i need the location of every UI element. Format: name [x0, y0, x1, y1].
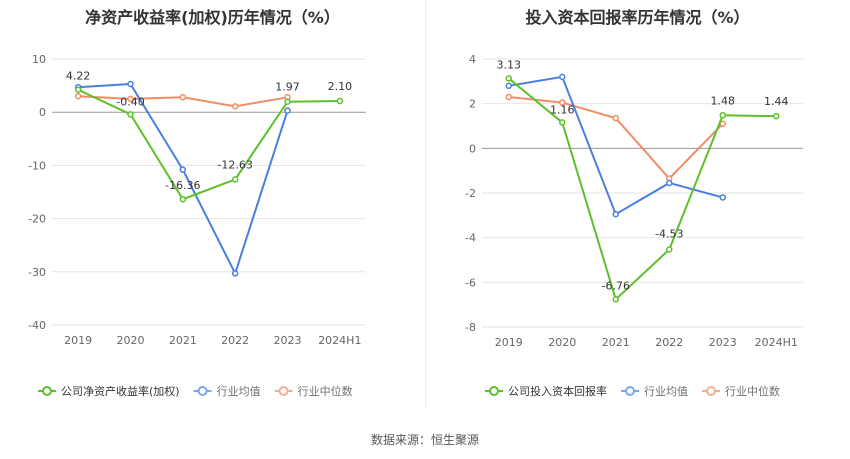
x-tick-label: 2021: [169, 334, 197, 347]
data-point-company: [612, 296, 619, 303]
data-point-company: [231, 176, 239, 183]
legend-marker: [197, 386, 208, 396]
y-tick-label: 0: [469, 142, 476, 155]
data-point-company: [559, 119, 566, 126]
data-label: 3.13: [497, 58, 522, 71]
legend-marker: [489, 386, 499, 396]
chart-title: 投入资本回报率历年情况（%）: [525, 8, 750, 27]
legend-label: 行业中位数: [725, 384, 780, 398]
chart-title: 净资产收益率(加权)历年情况（%）: [85, 8, 340, 27]
legend-label: 行业中位数: [298, 384, 353, 398]
series-line-median: [508, 95, 724, 180]
legend-label: 行业均值: [217, 385, 261, 398]
data-point-avg: [284, 107, 291, 114]
y-tick-label: -4: [465, 232, 476, 245]
data-point-median: [179, 94, 187, 101]
data-label: 4.22: [66, 70, 91, 83]
legend-item: 行业均值: [193, 385, 261, 398]
y-tick-label: -30: [28, 266, 46, 279]
y-tick-label: 4: [469, 53, 476, 66]
series-line-company: [508, 77, 777, 302]
data-point-company: [127, 111, 134, 118]
data-point-avg: [559, 73, 566, 81]
data-point-avg: [719, 194, 726, 201]
data-label: 1.16: [550, 103, 575, 116]
legend-item: 行业均值: [621, 385, 688, 398]
x-tick-label: 2020: [548, 336, 576, 349]
data-point-median: [505, 93, 512, 101]
data-label: -6.76: [602, 279, 630, 292]
legend-item: 公司投入资本回报率: [485, 384, 607, 398]
data-label: 1.97: [275, 81, 300, 94]
legend-marker: [625, 386, 635, 396]
y-tick-label: -8: [465, 321, 476, 334]
legend-marker: [706, 386, 716, 396]
x-tick-label: 2022: [221, 334, 249, 347]
legend-item: 行业中位数: [702, 384, 780, 398]
x-tick-label: 2023: [709, 336, 737, 349]
data-point-avg: [505, 82, 512, 90]
y-tick-label: 0: [39, 106, 46, 119]
x-tick-label: 2024H1: [755, 336, 798, 349]
legend-marker: [278, 386, 289, 396]
data-point-median: [559, 99, 566, 106]
legend-marker: [42, 386, 52, 396]
data-point-median: [127, 95, 134, 103]
roe-chart: 10 0 -10 -20 -30 -40 2019 2020 2021 2022 2023 2024H…: [28, 53, 366, 398]
legend-label: 公司净资产收益率(加权): [61, 384, 180, 398]
data-point-avg: [612, 210, 619, 218]
y-tick-label: -40: [28, 319, 46, 332]
y-tick-label: 10: [32, 53, 46, 66]
legend-label: 行业均值: [644, 385, 688, 398]
data-point-company: [284, 98, 291, 105]
data-point-company: [336, 97, 344, 105]
data-label: 2.10: [328, 80, 353, 93]
data-label: -12.63: [217, 158, 252, 171]
y-tick-label: -2: [465, 187, 476, 200]
legend-label: 公司投入资本回报率: [508, 384, 607, 398]
data-point-company: [773, 112, 780, 120]
x-tick-label: 2019: [64, 334, 92, 347]
x-tick-label: 2020: [117, 334, 145, 347]
data-point-company: [505, 75, 512, 82]
x-tick-label: 2024H1: [318, 334, 361, 347]
legend-item: 行业中位数: [274, 384, 353, 398]
x-tick-label: 2023: [274, 334, 302, 347]
data-point-company: [666, 246, 673, 253]
data-label: -0.40: [116, 95, 144, 108]
data-source-label: 数据来源：恒生聚源: [370, 433, 479, 447]
roic-chart: 4 2 0 -2 -4 -6 -8 2019 2020 2021 2022 2023 2024H1 3.1…: [465, 53, 803, 398]
roe-chart-panel: 净资产收益率(加权)历年情况（%） 10 0 -10 -20 -30 -40 2019 202…: [0, 0, 425, 420]
x-tick-label: 2022: [655, 336, 683, 349]
data-label: 1.48: [711, 94, 736, 107]
x-tick-label: 2021: [602, 336, 630, 349]
data-label: -16.36: [165, 179, 200, 192]
data-point-avg: [179, 166, 187, 173]
data-label: 1.44: [764, 95, 789, 108]
data-point-median: [74, 92, 82, 100]
data-point-company: [74, 86, 82, 93]
y-tick-label: 2: [469, 98, 476, 111]
y-tick-label: -10: [28, 159, 46, 172]
roic-chart-panel: 投入资本回报率历年情况（%） 4 2 0 -2 -4 -6 -8 2019 2020 2021 20…: [425, 0, 850, 420]
data-point-avg: [666, 179, 673, 187]
data-point-avg: [127, 80, 134, 88]
data-point-company: [179, 195, 187, 203]
panel-divider: [425, 0, 426, 410]
data-point-company: [719, 112, 726, 119]
data-point-median: [231, 103, 239, 110]
x-tick-label: 2019: [495, 336, 523, 349]
data-point-median: [612, 114, 619, 122]
series-line-company: [77, 88, 340, 201]
y-tick-label: -6: [465, 276, 476, 289]
data-point-avg: [231, 270, 239, 277]
y-tick-label: -20: [28, 213, 46, 226]
data-label: -4.53: [655, 228, 683, 241]
legend-item: 公司净资产收益率(加权): [38, 384, 180, 398]
